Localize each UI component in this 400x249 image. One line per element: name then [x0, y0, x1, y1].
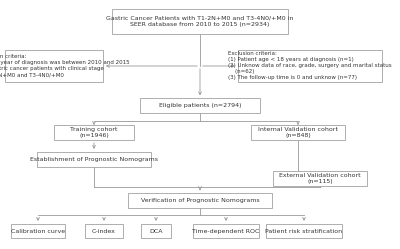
- FancyBboxPatch shape: [5, 50, 103, 82]
- Text: Patient risk stratification: Patient risk stratification: [266, 229, 342, 234]
- Text: C-index: C-index: [92, 229, 116, 234]
- Text: Establishment of Prognostic Nomograms: Establishment of Prognostic Nomograms: [30, 157, 158, 162]
- FancyBboxPatch shape: [54, 125, 134, 140]
- Text: Inclusion criteria:
(1) The year of diagnosis was between 2010 and 2015
(2) Gast: Inclusion criteria: (1) The year of diag…: [0, 55, 129, 77]
- FancyBboxPatch shape: [11, 224, 65, 238]
- FancyBboxPatch shape: [266, 224, 342, 238]
- Text: Internal Validation cohort
(n=848): Internal Validation cohort (n=848): [258, 127, 338, 138]
- Text: Gastric Cancer Patients with T1-2N+M0 and T3-4N0/+M0 in
SEER database from 2010 : Gastric Cancer Patients with T1-2N+M0 an…: [106, 16, 294, 27]
- FancyBboxPatch shape: [193, 224, 259, 238]
- FancyBboxPatch shape: [37, 152, 151, 167]
- Text: DCA: DCA: [149, 229, 163, 234]
- FancyBboxPatch shape: [251, 125, 345, 140]
- FancyBboxPatch shape: [140, 98, 260, 113]
- Text: Time-dependent ROC: Time-dependent ROC: [192, 229, 260, 234]
- Text: Calibration curve: Calibration curve: [11, 229, 65, 234]
- FancyBboxPatch shape: [273, 171, 367, 186]
- Text: Exclusion criteria:
(1) Patient age < 18 years at diagnosis (n=1)
(2) Unknow dat: Exclusion criteria: (1) Patient age < 18…: [228, 52, 392, 80]
- FancyBboxPatch shape: [141, 224, 171, 238]
- Text: External Validation cohort
(n=115): External Validation cohort (n=115): [279, 173, 361, 184]
- Text: Training cohort
(n=1946): Training cohort (n=1946): [70, 127, 118, 138]
- FancyBboxPatch shape: [112, 9, 288, 34]
- FancyBboxPatch shape: [85, 224, 123, 238]
- Text: Eligible patients (n=2794): Eligible patients (n=2794): [159, 103, 241, 108]
- FancyBboxPatch shape: [128, 193, 272, 208]
- FancyBboxPatch shape: [238, 50, 382, 82]
- Text: Verification of Prognostic Nomograms: Verification of Prognostic Nomograms: [141, 198, 259, 203]
